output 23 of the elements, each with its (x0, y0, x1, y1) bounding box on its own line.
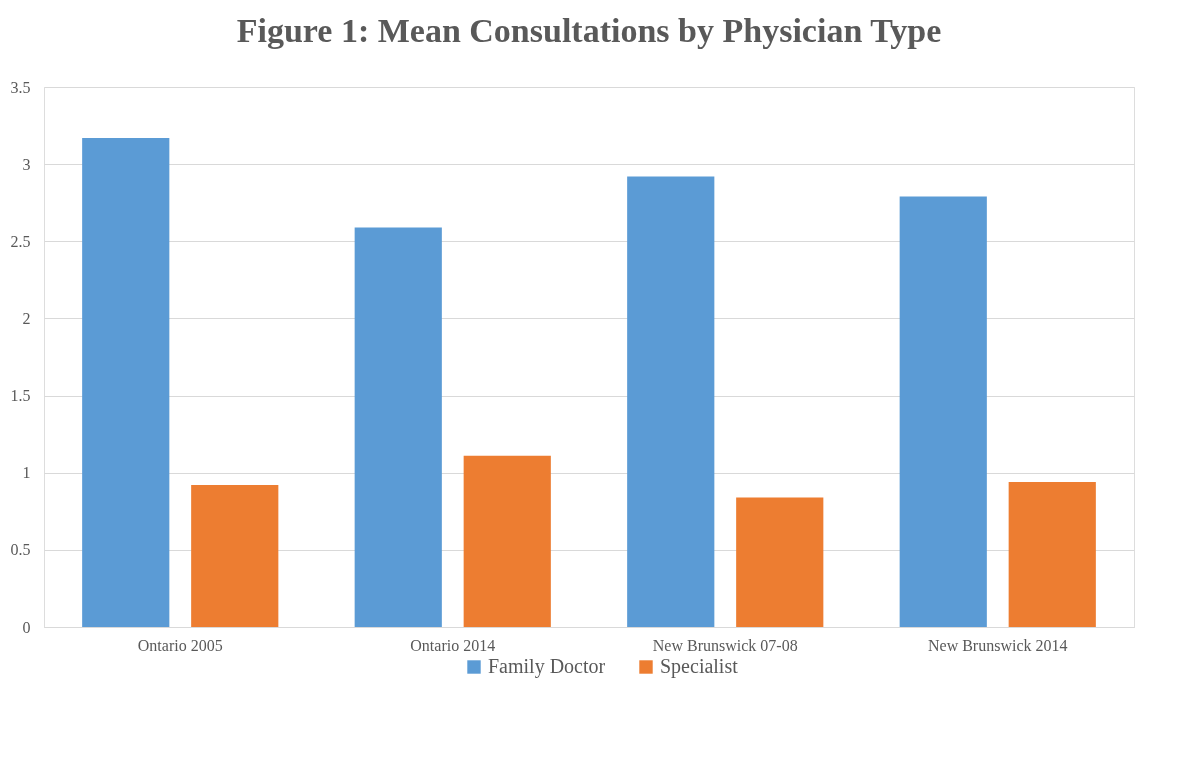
bar (899, 196, 987, 627)
bar (627, 176, 715, 627)
x-tick-label: New Brunswick 2014 (927, 636, 1068, 654)
x-tick-label: Ontario 2014 (410, 636, 496, 654)
bar (463, 455, 551, 627)
y-tick-label: 0 (22, 618, 31, 636)
legend-label: Family Doctor (488, 655, 606, 678)
bar (191, 485, 279, 627)
y-tick-label: 2.5 (10, 232, 31, 250)
bar (736, 497, 824, 627)
bar (82, 137, 170, 627)
y-tick-label: 0.5 (10, 541, 31, 559)
chart-title: Figure 1: Mean Consultations by Physician Type (236, 12, 942, 49)
x-tick-label: Ontario 2005 (137, 636, 223, 654)
y-tick-label: 3 (22, 155, 31, 173)
x-tick-label: New Brunswick 07-08 (652, 636, 798, 654)
y-tick-label: 1.5 (10, 387, 31, 405)
bar (354, 227, 442, 627)
y-tick-label: 1 (22, 464, 31, 482)
bar (1008, 481, 1096, 627)
y-tick-label: 2 (22, 309, 31, 327)
y-tick-label: 3.5 (10, 78, 31, 96)
legend-label: Specialist (660, 655, 739, 678)
